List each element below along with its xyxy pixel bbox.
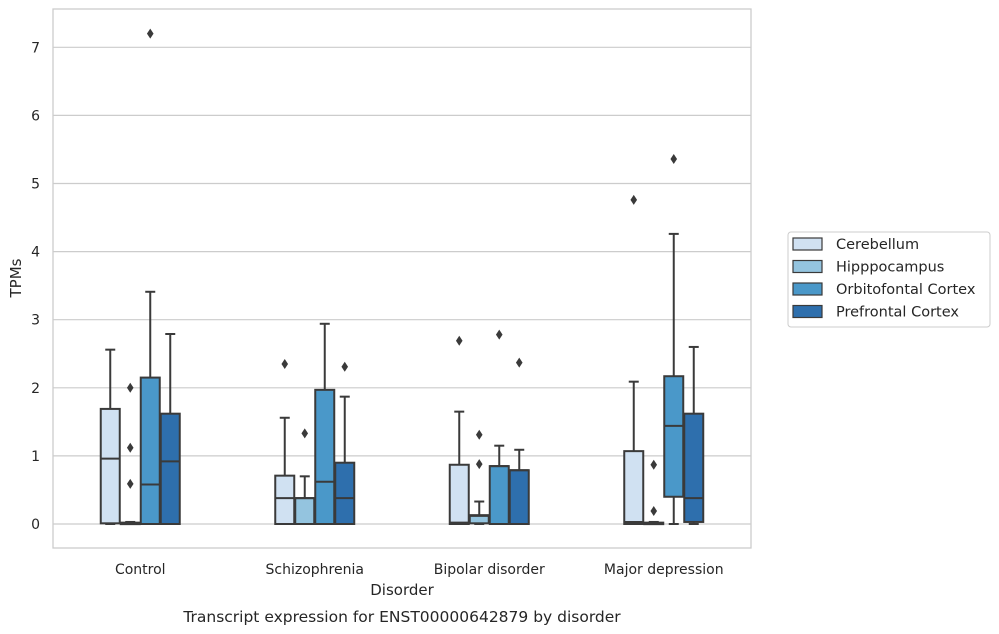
box-iqr — [294, 497, 316, 526]
outlier-point — [515, 357, 523, 368]
box-iqr — [314, 388, 336, 525]
y-tick-label: 4 — [31, 245, 40, 261]
boxplot — [468, 429, 490, 525]
outlier-point — [281, 358, 289, 369]
outlier-point — [475, 429, 483, 440]
box-iqr — [448, 463, 470, 525]
box-iqr — [99, 407, 121, 525]
outlier-point — [341, 361, 349, 372]
x-axis-label: Disorder — [370, 581, 434, 599]
y-tick-label: 6 — [31, 108, 40, 124]
boxplot — [643, 459, 665, 526]
outlier-point — [126, 442, 134, 453]
boxplot — [139, 28, 161, 525]
outlier-point — [126, 382, 134, 393]
box-iqr — [139, 376, 161, 525]
legend-frame — [787, 231, 991, 328]
box-iqr — [334, 461, 356, 525]
box-iqr — [683, 412, 705, 523]
legend-label: Hipppocampus — [836, 260, 944, 276]
x-tick-label: Schizophrenia — [266, 562, 364, 578]
legend-swatch — [792, 237, 823, 251]
boxplot — [159, 333, 181, 526]
box-iqr — [159, 412, 181, 526]
outlier-point — [126, 478, 134, 489]
box-iqr — [663, 375, 685, 498]
boxplot — [334, 361, 356, 525]
x-tick-label: Control — [115, 562, 166, 578]
y-tick-label: 5 — [31, 177, 40, 193]
y-tick-labels: 0 1 2 3 4 5 6 7 — [31, 40, 40, 533]
y-tick-label: 0 — [31, 517, 40, 533]
boxplot — [508, 357, 530, 525]
x-tick-label: Bipolar disorder — [434, 562, 545, 578]
legend-swatch — [792, 259, 823, 274]
y-tick-label: 2 — [31, 381, 40, 397]
box-iqr — [623, 450, 645, 525]
legend-label: Cerebellum — [836, 237, 919, 253]
figure-caption: Transcript expression for ENST0000064287… — [182, 608, 621, 626]
y-axis-label: TPMs — [7, 258, 25, 298]
boxplot — [683, 345, 705, 525]
box-iqr — [508, 469, 530, 525]
outlier-point — [455, 335, 463, 346]
y-tick-label: 7 — [31, 40, 40, 56]
y-tick-label: 1 — [31, 449, 40, 465]
outlier-point — [650, 459, 658, 470]
outlier-point — [630, 194, 638, 205]
legend-swatch — [792, 304, 823, 319]
boxplots — [99, 28, 705, 526]
boxplot — [99, 348, 121, 525]
plot-frame — [52, 8, 752, 549]
boxplot — [314, 322, 336, 525]
legend: Cerebellum Hipppocampus Orbitofontal Corte… — [787, 231, 991, 328]
outlier-point — [301, 428, 309, 439]
outlier-point — [495, 329, 503, 340]
boxplot — [663, 153, 685, 525]
legend-label: Orbitofontal Cortex — [836, 282, 976, 298]
outlier-point — [146, 28, 154, 39]
y-tick-label: 3 — [31, 313, 40, 329]
box-iqr — [488, 465, 510, 525]
boxplot — [448, 335, 470, 525]
box-iqr — [274, 474, 296, 525]
outlier-point — [475, 459, 483, 470]
boxplot — [623, 194, 645, 525]
x-tick-labels: Control Schizophrenia Bipolar disorder Majo… — [115, 562, 724, 578]
legend-label: Prefrontal Cortex — [836, 305, 959, 321]
outlier-point — [670, 153, 678, 164]
x-tick-label: Major depression — [604, 562, 724, 578]
legend-swatch — [792, 282, 823, 296]
outlier-point — [650, 506, 658, 517]
